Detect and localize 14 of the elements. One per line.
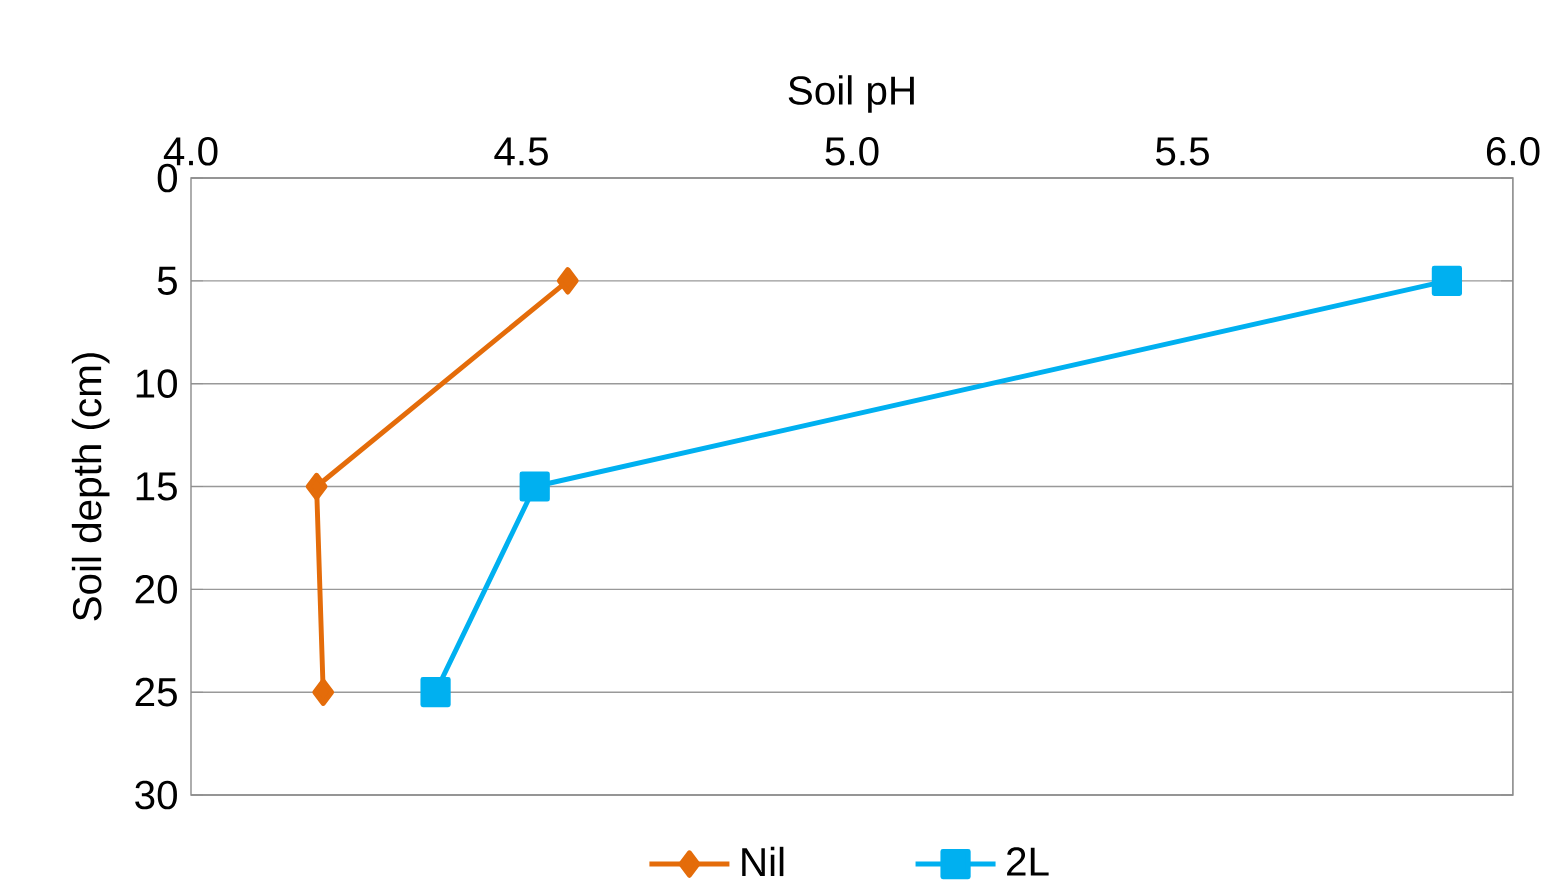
x-tick-label: 6.0 [1486,136,1540,166]
y-tick-label: 5 [157,266,177,295]
x-tick-label: 5.5 [1156,137,1209,166]
x-tick-label: 4.5 [494,137,548,166]
y-tick-label: 30 [135,780,177,810]
y-tick-label: 10 [136,369,177,398]
legend-label: 2L [1007,847,1049,876]
legend-label: Nil [742,846,784,877]
y-tick-label: 25 [135,677,177,707]
y-axis-title: Soil depth (cm) [71,353,110,621]
y-tick-label: 20 [135,575,177,604]
y-tick-label: 15 [136,472,177,501]
x-tick-label: 5.0 [825,136,879,166]
x-axis-title: Soil pH [788,75,914,113]
